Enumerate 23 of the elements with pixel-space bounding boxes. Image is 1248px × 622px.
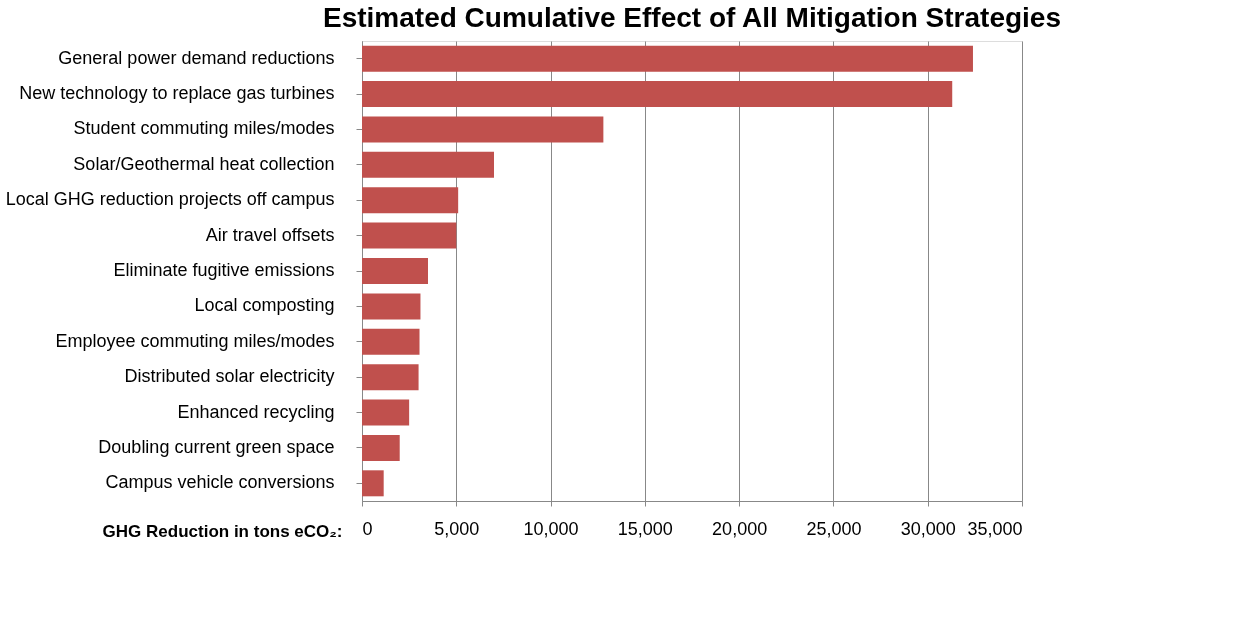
chart-title: Estimated Cumulative Effect of All Mitigation Strategies	[323, 2, 1061, 33]
y-tick-label: General power demand reductions	[58, 47, 335, 68]
y-tick-label: Solar/Geothermal heat collection	[73, 153, 335, 174]
x-tick-label: 20,000	[712, 518, 768, 539]
x-tick-label: 15,000	[617, 518, 673, 539]
y-tick-label: Enhanced recycling	[177, 401, 335, 422]
y-tick-label: Campus vehicle conversions	[105, 472, 335, 493]
x-tick-label: 30,000	[900, 518, 956, 539]
y-tick-label: Distributed solar electricity	[124, 366, 335, 387]
y-tick-label: Local GHG reduction projects off campus	[5, 189, 335, 210]
x-tick-label: 0	[362, 518, 373, 539]
x-tick-label: 35,000	[967, 518, 1023, 539]
y-tick-label: Employee commuting miles/modes	[55, 330, 335, 351]
y-tick-label: Eliminate fugitive emissions	[113, 260, 335, 280]
x-tick-label: 25,000	[806, 518, 862, 539]
y-tick-label: Student commuting miles/modes	[73, 118, 335, 139]
x-axis-title: GHG Reduction in tons eCO₂:	[102, 521, 343, 541]
x-tick-label: 5,000	[434, 518, 480, 539]
y-tick-label: Local composting	[194, 295, 335, 316]
y-tick-label: Air travel offsets	[205, 224, 335, 245]
y-tick-label: New technology to replace gas turbines	[19, 83, 335, 104]
x-tick-label: 10,000	[523, 518, 579, 539]
y-tick-label: Doubling current green space	[98, 436, 335, 457]
